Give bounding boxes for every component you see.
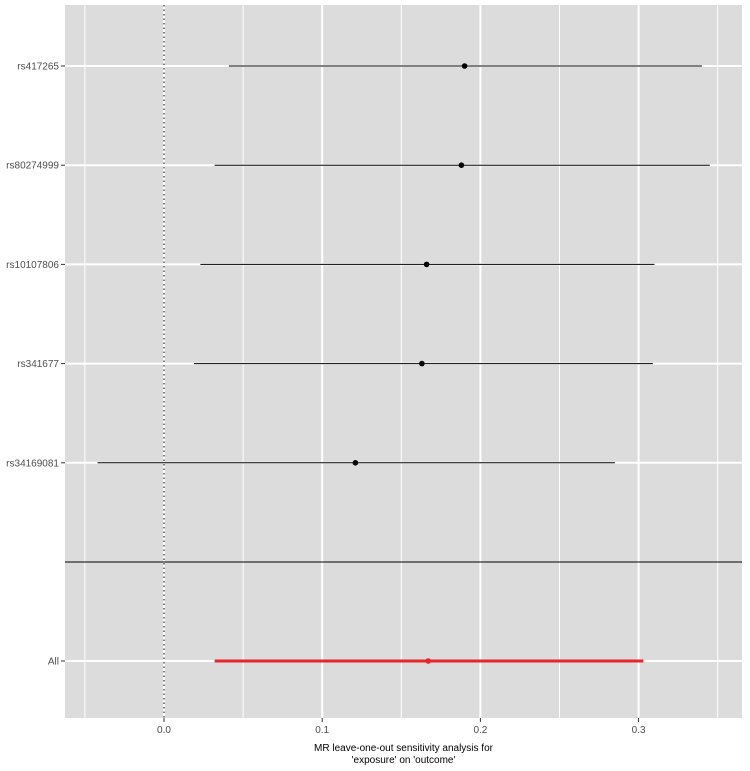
x-tick-label: 0.0 [157, 725, 171, 736]
estimate-point-rs341677 [419, 360, 425, 367]
minor-gridlines [84, 5, 719, 718]
x-tick-label: 0.3 [632, 725, 646, 736]
y-tick-label: rs34169081 [6, 458, 59, 469]
x-tick-label: 0.2 [473, 725, 487, 736]
x-axis: 0.0 0.1 0.2 0.3 [157, 718, 646, 736]
y-tick-label: rs80274999 [6, 161, 59, 172]
y-tick-label: All [48, 657, 59, 668]
plot-panel [65, 5, 742, 718]
estimate-point-All [425, 658, 431, 664]
x-axis-title-line-1: MR leave-one-out sensitivity analysis fo… [314, 743, 494, 754]
y-tick-label: rs341677 [17, 359, 59, 370]
estimate-point-rs80274999 [458, 162, 465, 168]
estimate-point-rs10107806 [423, 261, 430, 268]
x-axis-title-line-2: 'exposure' on 'outcome' [352, 755, 456, 766]
snp-labels: rs417265 rs80274999 rs10107806 rs341677 rs34… [6, 62, 65, 668]
x-tick-label: 0.1 [315, 725, 329, 736]
estimate-marks [97, 63, 710, 664]
y-tick-label: rs10107806 [6, 260, 59, 271]
estimate-point-rs417265 [461, 63, 468, 69]
estimate-point-rs34169081 [352, 460, 359, 466]
y-tick-label: rs417265 [17, 62, 59, 73]
